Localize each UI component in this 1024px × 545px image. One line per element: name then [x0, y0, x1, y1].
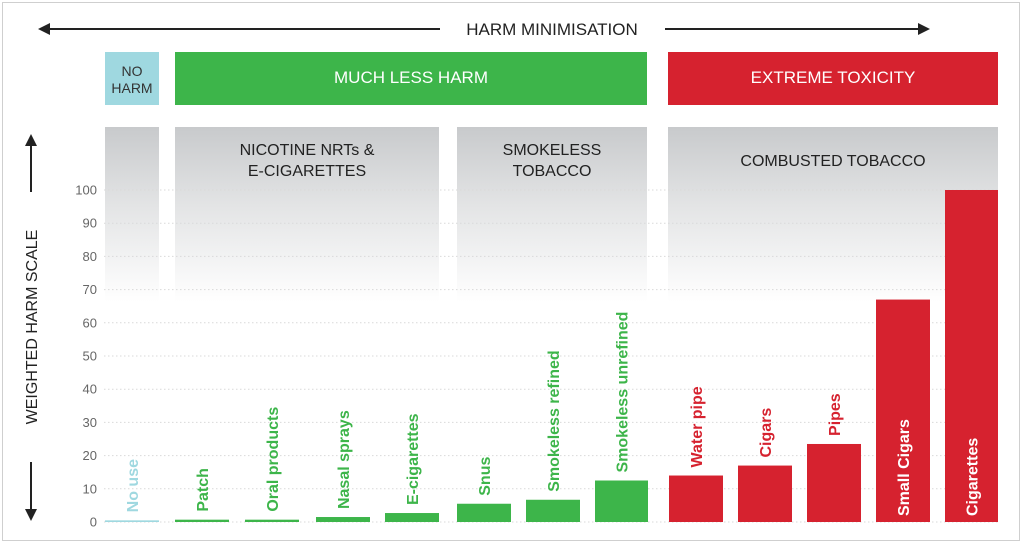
- bar: [457, 503, 511, 522]
- group-label: COMBUSTED TOBACCO: [740, 153, 925, 170]
- group-label: TOBACCO: [513, 163, 592, 180]
- title-arrow-head-left: [38, 23, 50, 35]
- harm-band: [175, 52, 647, 105]
- y-arrow-head-top: [25, 134, 37, 146]
- bar: [526, 499, 580, 522]
- bar-label: Cigarettes: [965, 438, 982, 516]
- harm-band-label: HARM: [111, 80, 152, 96]
- bar: [175, 519, 229, 522]
- bar: [945, 190, 998, 522]
- y-tick-label: 80: [83, 249, 97, 264]
- harm-band-label: MUCH LESS HARM: [334, 68, 488, 87]
- group-label: NICOTINE NRTs &: [240, 142, 375, 159]
- bar: [245, 519, 299, 522]
- y-tick-label: 10: [83, 481, 97, 496]
- bar: [595, 480, 648, 522]
- bar-label: Oral products: [265, 407, 282, 512]
- y-arrow-head-bottom: [25, 509, 37, 521]
- bar-label: Pipes: [827, 393, 844, 436]
- bar-label: Nasal sprays: [336, 410, 353, 509]
- y-tick-label: 60: [83, 315, 97, 330]
- y-tick-label: 70: [83, 282, 97, 297]
- harm-band: [105, 52, 159, 105]
- bar-label: Patch: [195, 468, 212, 512]
- bar-label: Small Cigars: [896, 419, 913, 516]
- title-arrow-head-right: [918, 23, 930, 35]
- bar: [807, 443, 861, 522]
- bar: [316, 517, 370, 522]
- group-header-bg: [105, 127, 159, 302]
- bar: [876, 299, 930, 522]
- bar: [105, 520, 159, 522]
- bar-label: Smokeless refined: [546, 350, 563, 491]
- harm-band: [668, 52, 998, 105]
- group-header-bg: [175, 127, 439, 302]
- bar: [738, 465, 792, 522]
- y-tick-label: 30: [83, 415, 97, 430]
- group-label: SMOKELESS: [503, 142, 602, 159]
- y-tick-label: 0: [90, 515, 97, 530]
- bar-label: Water pipe: [689, 386, 706, 467]
- y-tick-label: 50: [83, 349, 97, 364]
- harm-band-label: NO: [122, 63, 143, 79]
- bar: [669, 475, 723, 522]
- bar-label: Snus: [477, 457, 494, 496]
- y-tick-label: 90: [83, 216, 97, 231]
- bar-label: No use: [125, 459, 142, 512]
- group-label: E-CIGARETTES: [248, 163, 366, 180]
- bar: [385, 513, 439, 522]
- y-tick-label: 20: [83, 448, 97, 463]
- bar-label: Smokeless unrefined: [615, 312, 632, 473]
- chart-title: HARM MINIMISATION: [466, 20, 638, 39]
- bar-label: Cigars: [758, 408, 775, 458]
- group-header-bg: [457, 127, 647, 302]
- y-axis-label: WEIGHTED HARM SCALE: [24, 230, 41, 425]
- bar-label: E-cigarettes: [405, 413, 422, 505]
- y-tick-label: 40: [83, 382, 97, 397]
- harm-band-label: EXTREME TOXICITY: [751, 68, 916, 87]
- group-header-bg: [668, 127, 998, 302]
- y-tick-label: 100: [75, 183, 97, 198]
